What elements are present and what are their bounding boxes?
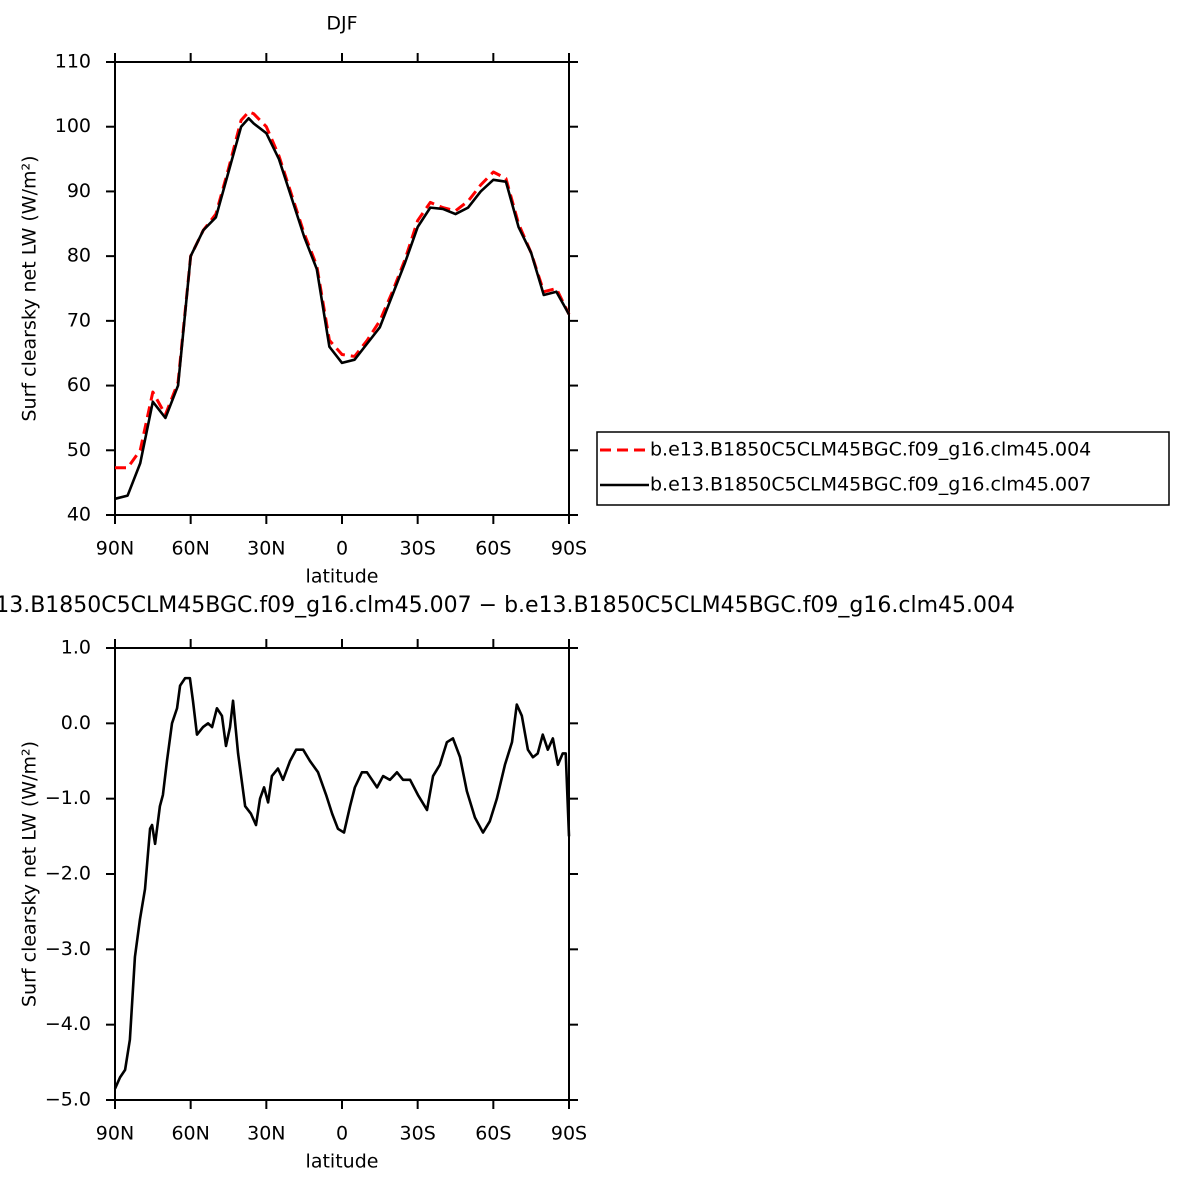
y-tick-label: −1.0: [45, 787, 91, 809]
legend-label: b.e13.B1850C5CLM45BGC.f09_g16.clm45.007: [650, 474, 1091, 496]
y-tick-label: 0.0: [61, 712, 91, 734]
y-tick-label: 100: [55, 115, 91, 137]
y-tick-label: 1.0: [61, 637, 91, 659]
y-tick-label: −5.0: [45, 1089, 91, 1111]
y-tick-label: 70: [67, 309, 91, 331]
x-tick-label: 30S: [400, 538, 436, 560]
legend-box: [596, 431, 1170, 506]
y-tick-label: 60: [67, 374, 91, 396]
y-axis-label: Surf clearsky net LW (W/m²): [19, 741, 41, 1007]
y-tick-label: −3.0: [45, 938, 91, 960]
plot-frame: [114, 647, 570, 1101]
x-tick-label: 0: [336, 538, 348, 560]
y-axis-label: Surf clearsky net LW (W/m²): [19, 155, 41, 421]
x-tick-label: 30N: [247, 1123, 285, 1145]
x-axis-label: latitude: [306, 1151, 379, 1173]
x-tick-label: 60S: [475, 1123, 511, 1145]
plot-frame: [114, 61, 570, 516]
y-tick-label: −4.0: [45, 1013, 91, 1035]
y-tick-label: 50: [67, 439, 91, 461]
x-tick-label: 90S: [551, 538, 587, 560]
chart-title: DJF: [326, 13, 357, 35]
x-tick-label: 0: [336, 1123, 348, 1145]
x-tick-label: 90S: [551, 1123, 587, 1145]
data-line: [114, 117, 571, 501]
legend-label: b.e13.B1850C5CLM45BGC.f09_g16.clm45.004: [650, 439, 1091, 461]
y-tick-label: −2.0: [45, 863, 91, 885]
x-tick-label: 60S: [475, 538, 511, 560]
y-tick-label: 90: [67, 180, 91, 202]
y-tick-label: 110: [55, 51, 91, 73]
chart-title: b.e13.B1850C5CLM45BGC.f09_g16.clm45.007 …: [0, 593, 1015, 618]
x-tick-label: 90N: [96, 1123, 134, 1145]
x-tick-label: 30N: [247, 538, 285, 560]
data-line: [113, 676, 571, 1090]
x-axis-label: latitude: [306, 566, 379, 588]
x-tick-label: 90N: [96, 538, 134, 560]
data-line: [115, 110, 571, 470]
x-tick-label: 60N: [171, 1123, 209, 1145]
x-tick-label: 60N: [171, 538, 209, 560]
y-tick-label: 80: [67, 245, 91, 267]
x-tick-label: 30S: [400, 1123, 436, 1145]
y-tick-label: 40: [67, 504, 91, 526]
